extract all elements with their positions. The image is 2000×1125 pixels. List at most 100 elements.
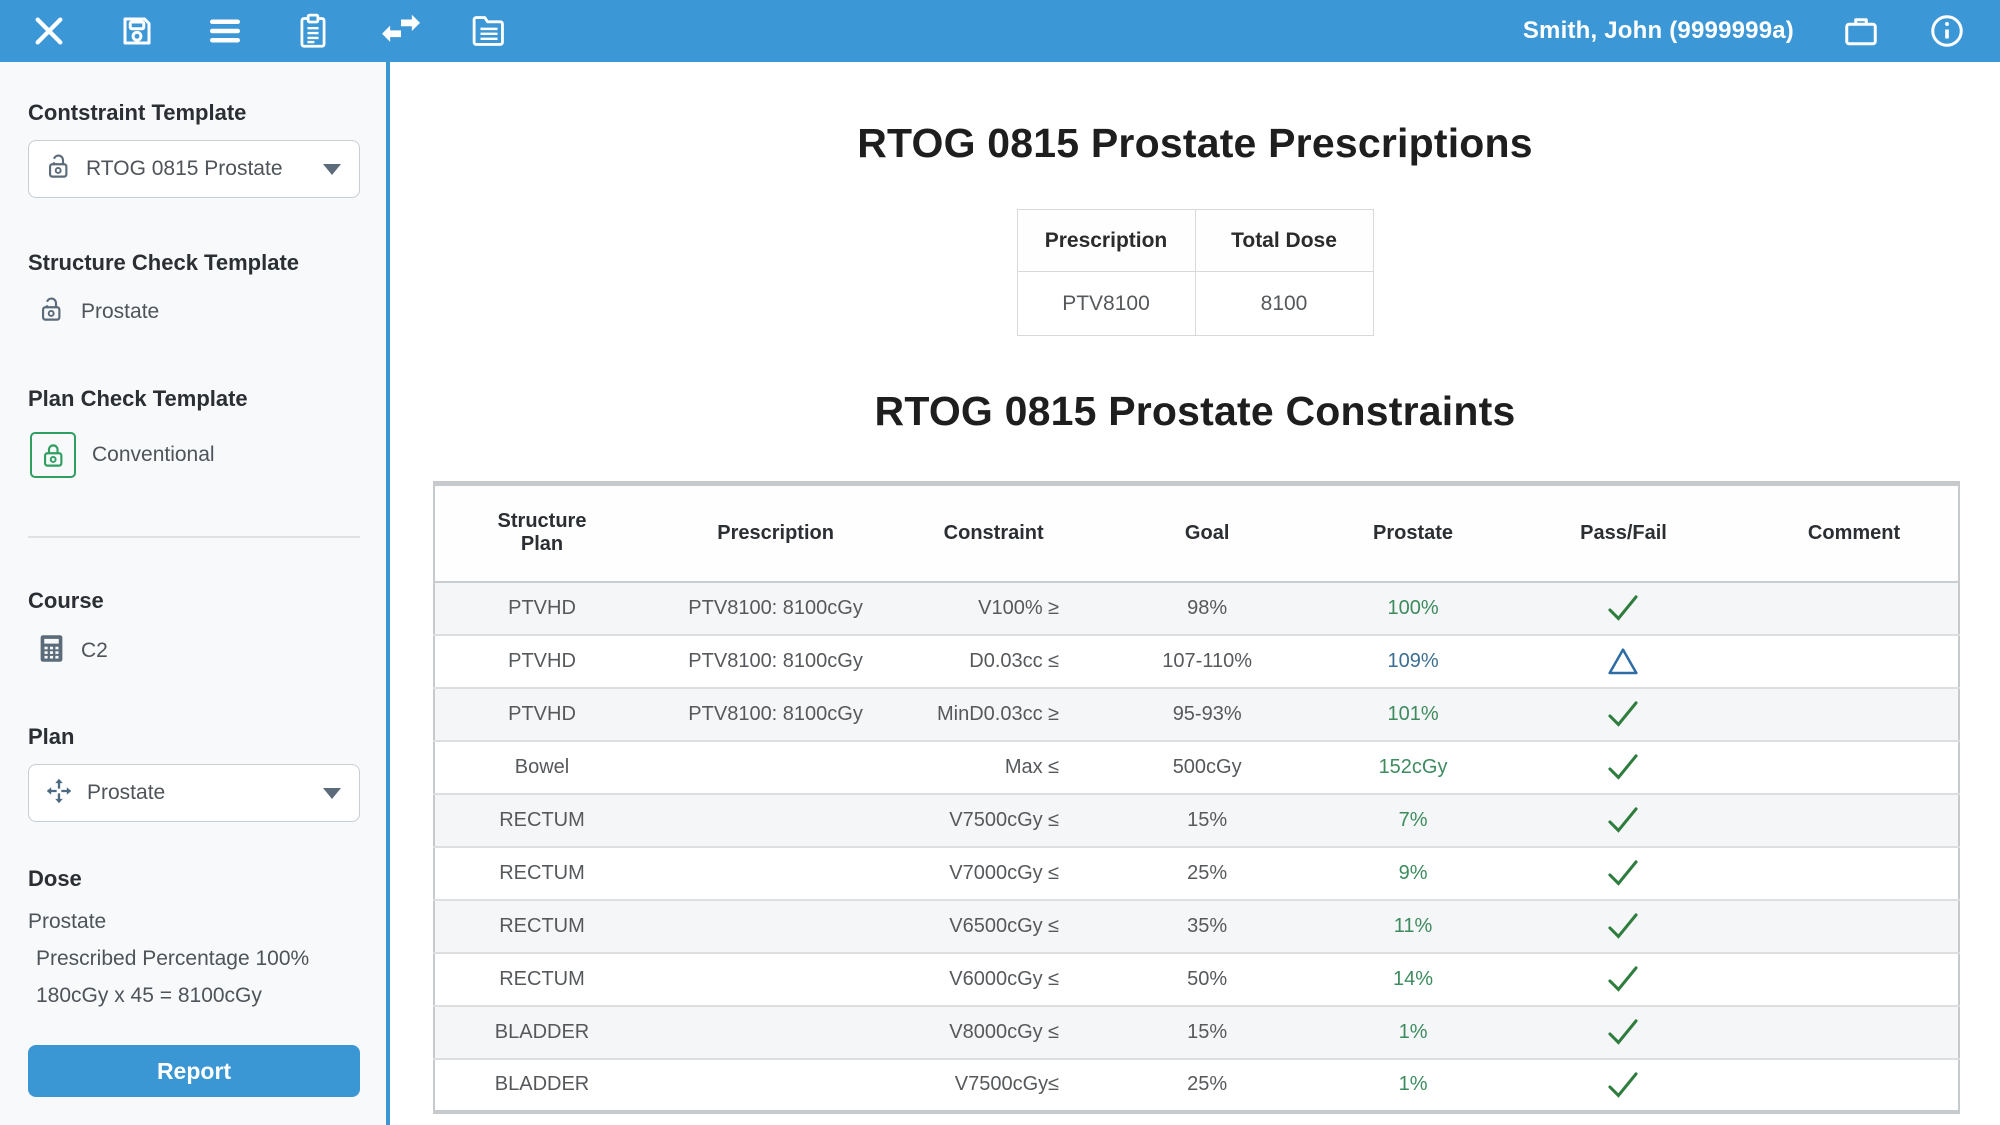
cell-goal: 25% [1187, 1073, 1228, 1095]
plan-check-template-item[interactable]: Conventional [28, 432, 360, 478]
prescriptions-header-row: Prescription Total Dose [1016, 209, 1374, 272]
column-header: Constraint [902, 483, 1086, 583]
cell-comment[interactable] [1750, 900, 1959, 953]
plan-check-template-label: Plan Check Template [28, 386, 248, 411]
lock-closed-icon[interactable] [30, 432, 76, 478]
cell-pass-fail [1497, 741, 1750, 794]
cell-pass-fail [1497, 847, 1750, 900]
sidebar-divider [28, 536, 360, 538]
cell-goal: 107-110% [1162, 649, 1252, 672]
cell-constraint: V7000cGy ≤ [949, 861, 1060, 884]
constraint-row: BLADDER V8000cGy ≤ 15% 1% [434, 1005, 1959, 1059]
column-header: Total Dose [1194, 209, 1374, 272]
plan-check-template-value: Conventional [92, 443, 215, 466]
course-item[interactable]: C2 [28, 634, 360, 668]
cell-constraint: V8000cGy ≤ [949, 1020, 1060, 1043]
plan-select[interactable]: Prostate [28, 764, 360, 822]
transfer-icon[interactable] [382, 12, 420, 50]
constraint-row: RECTUM V7500cGy ≤ 15% 7% [434, 793, 1959, 847]
course-value: C2 [81, 639, 108, 662]
cell-comment[interactable] [1750, 847, 1959, 900]
cell-goal: 95-93% [1172, 702, 1242, 725]
constraint-row: PTVHD PTV8100: 8100cGy MinD0.03cc ≥ 95-93% 1… [434, 687, 1959, 741]
briefcase-icon[interactable] [1842, 12, 1880, 50]
pass-check-icon [1608, 807, 1639, 833]
top-toolbar: Smith, John (9999999a) [0, 0, 2000, 62]
cell-comment[interactable] [1750, 635, 1959, 688]
cell-goal: 25% [1187, 861, 1228, 884]
cell-prescription [649, 900, 902, 953]
prescriptions-title: RTOG 0815 Prostate Prescriptions [857, 120, 1533, 166]
lock-open-icon [45, 153, 72, 185]
cell-goal: 15% [1187, 1020, 1228, 1043]
cell-goal: 50% [1187, 967, 1228, 990]
cell-comment[interactable] [1750, 582, 1959, 635]
cell-structure: RECTUM [499, 914, 585, 937]
prescription-cell: 8100 [1194, 271, 1374, 336]
prescription-cell: PTV8100 [1016, 271, 1196, 336]
menu-icon[interactable] [206, 12, 244, 50]
cell-constraint: V100% ≥ [978, 596, 1060, 619]
cell-prescription [649, 847, 902, 900]
constraint-row: RECTUM V6000cGy ≤ 50% 14% [434, 952, 1959, 1006]
info-icon[interactable] [1928, 12, 1966, 50]
cell-structure: PTVHD [508, 596, 576, 619]
sidebar: Contstraint Template RTOG 0815 Prostate … [0, 62, 390, 1125]
close-icon[interactable] [30, 12, 68, 50]
cell-structure: BLADDER [494, 1020, 590, 1043]
plan-value: Prostate [87, 781, 166, 804]
clipboard-icon[interactable] [294, 12, 332, 50]
cell-result: 1% [1398, 1073, 1428, 1095]
chevron-down-icon [323, 787, 341, 799]
cell-pass-fail [1497, 794, 1750, 847]
prescriptions-table-body: PTV8100 8100 [1016, 271, 1374, 336]
constraint-template-select[interactable]: RTOG 0815 Prostate [28, 140, 360, 198]
cell-structure: PTVHD [508, 649, 576, 672]
column-header: Pass/Fail [1496, 483, 1751, 583]
warning-triangle-icon [1608, 648, 1639, 675]
cell-pass-fail [1497, 635, 1750, 688]
column-header: Goal [1085, 483, 1330, 583]
pass-check-icon [1608, 966, 1639, 992]
column-header: Structure Plan [434, 483, 650, 583]
pass-check-icon [1608, 1071, 1639, 1098]
structure-check-template-item[interactable]: Prostate [28, 296, 360, 328]
cell-result: 14% [1393, 967, 1434, 990]
notes-icon[interactable] [470, 12, 508, 50]
cell-result: 109% [1387, 649, 1439, 672]
lock-open-icon [38, 296, 65, 328]
pass-check-icon [1608, 1019, 1639, 1045]
cell-pass-fail [1497, 688, 1750, 741]
cell-result: 100% [1387, 596, 1439, 619]
constraint-row: PTVHD PTV8100: 8100cGy V100% ≥ 98% 100% [434, 581, 1959, 635]
constraint-template-label: Contstraint Template [28, 100, 247, 125]
cell-structure: Bowel [514, 755, 570, 778]
cell-comment[interactable] [1750, 688, 1959, 741]
cell-structure: RECTUM [499, 861, 585, 884]
cell-constraint: D0.03cc ≤ [969, 649, 1060, 672]
cell-result: 7% [1398, 808, 1428, 831]
cell-constraint: V7500cGy ≤ [949, 808, 1060, 831]
cell-comment[interactable] [1750, 794, 1959, 847]
plan-label: Plan [28, 724, 75, 749]
cell-goal: 98% [1187, 596, 1228, 619]
pass-check-icon [1608, 754, 1639, 780]
dose-label: Dose [28, 866, 82, 891]
cell-structure: RECTUM [499, 808, 585, 831]
cell-comment[interactable] [1750, 1059, 1959, 1112]
cell-comment[interactable] [1750, 1006, 1959, 1059]
cell-prescription: PTV8100: 8100cGy [688, 702, 863, 725]
patient-name-label[interactable]: Smith, John (9999999a) [1522, 17, 1794, 44]
main-content: RTOG 0815 Prostate Prescriptions Prescri… [390, 62, 2000, 1125]
column-header: Prescription [649, 483, 903, 583]
chevron-down-icon [323, 163, 341, 175]
cell-comment[interactable] [1750, 741, 1959, 794]
cell-result: 1% [1398, 1020, 1428, 1043]
course-label: Course [28, 588, 104, 613]
structure-check-template-label: Structure Check Template [28, 250, 300, 275]
cell-comment[interactable] [1750, 953, 1959, 1006]
report-button[interactable]: Report [28, 1045, 360, 1097]
toolbar-left-icons [30, 12, 508, 50]
constraint-row: RECTUM V6500cGy ≤ 35% 11% [434, 899, 1959, 953]
save-icon[interactable] [118, 12, 156, 50]
